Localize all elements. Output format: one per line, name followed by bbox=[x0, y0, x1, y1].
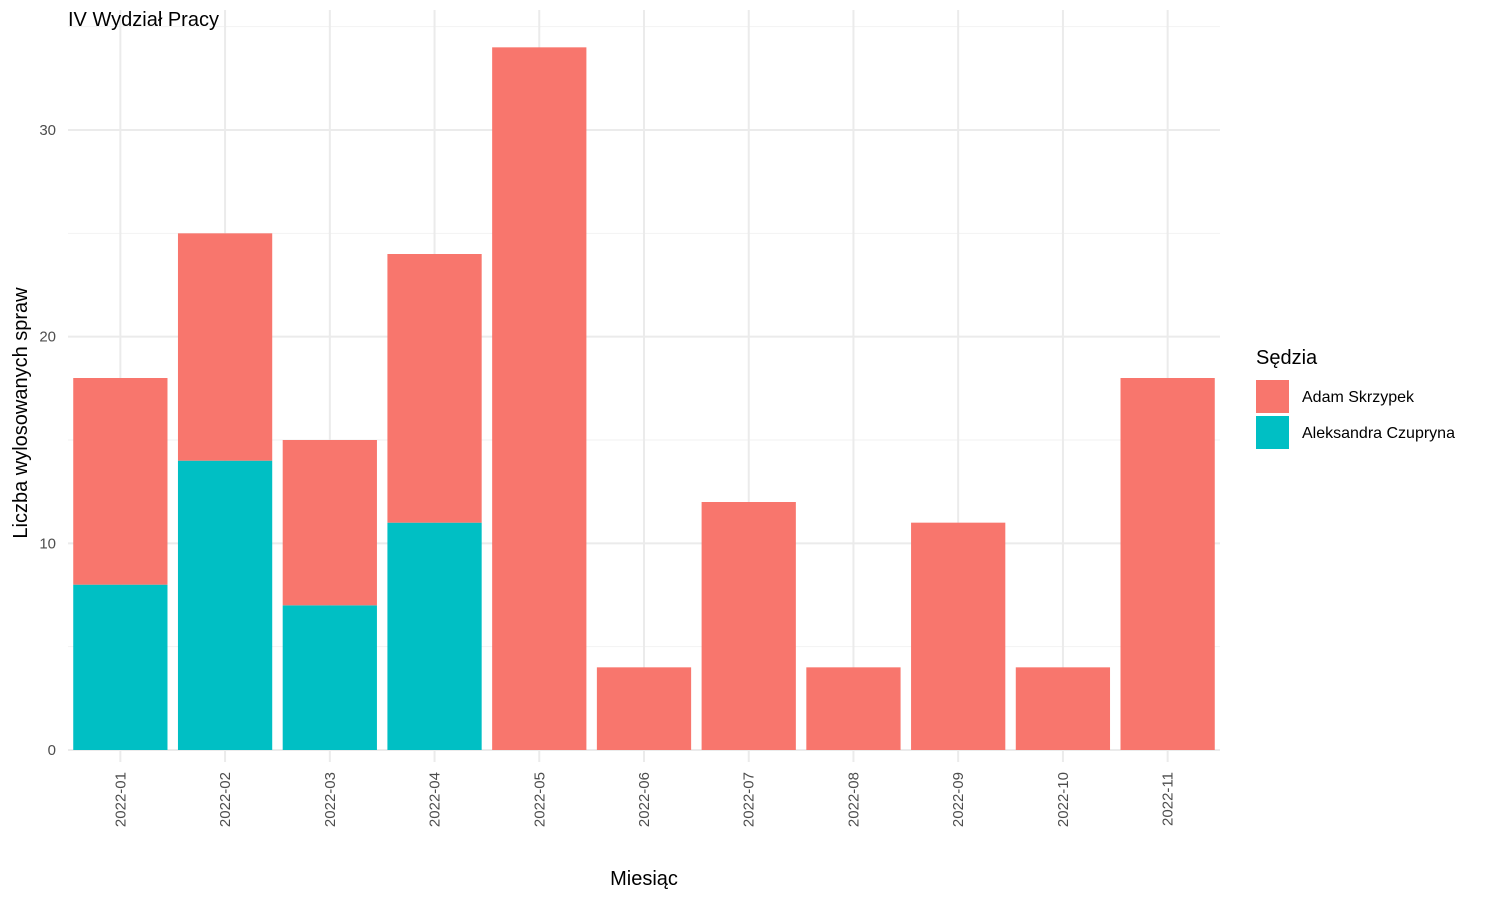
bar-adam-skrzypek-2022-08 bbox=[806, 667, 901, 750]
legend-items: Adam Skrzypek Aleksandra Czupryna bbox=[1256, 380, 1455, 449]
x-tick-label: 2022-05 bbox=[531, 772, 548, 827]
legend-title: Sędzia bbox=[1256, 347, 1318, 369]
x-axis-title: Miesiąc bbox=[610, 868, 678, 890]
x-tick-label: 2022-02 bbox=[217, 772, 234, 827]
bar-adam-skrzypek-2022-04 bbox=[387, 254, 482, 523]
axis-layer: 0 10 20 30 2022-01 2022-02 2022-03 2022-04 2022-… bbox=[39, 122, 1176, 827]
legend-swatch bbox=[1256, 416, 1289, 449]
bar-aleksandra-czupryna-2022-03 bbox=[282, 605, 377, 750]
bar-adam-skrzypek-2022-11 bbox=[1120, 378, 1215, 750]
bar-adam-skrzypek-2022-07 bbox=[701, 502, 796, 750]
bar-aleksandra-czupryna-2022-01 bbox=[73, 584, 168, 750]
bar-aleksandra-czupryna-2022-04 bbox=[387, 522, 482, 750]
x-tick-label: 2022-08 bbox=[845, 772, 862, 827]
x-tick-label: 2022-10 bbox=[1055, 772, 1072, 827]
bars-layer bbox=[73, 47, 1215, 751]
bar-adam-skrzypek-2022-01 bbox=[73, 378, 168, 585]
legend-swatch bbox=[1256, 380, 1289, 413]
bar-adam-skrzypek-2022-06 bbox=[596, 667, 692, 750]
bar-adam-skrzypek-2022-10 bbox=[1015, 667, 1111, 750]
y-tick-label: 10 bbox=[39, 535, 56, 552]
y-tick-label: 20 bbox=[39, 329, 56, 346]
bar-adam-skrzypek-2022-02 bbox=[177, 233, 273, 461]
bar-adam-skrzypek-2022-09 bbox=[911, 522, 1006, 750]
y-axis-title: Liczba wylosowanych spraw bbox=[10, 287, 32, 539]
bar-adam-skrzypek-2022-03 bbox=[282, 440, 377, 606]
legend-label: Aleksandra Czupryna bbox=[1302, 425, 1455, 442]
y-tick-label: 30 bbox=[39, 122, 56, 139]
x-tick-label: 2022-06 bbox=[636, 772, 653, 827]
y-tick-label: 0 bbox=[48, 742, 56, 759]
legend: Sędzia Adam Skrzypek Aleksandra Czupryna bbox=[1256, 347, 1455, 449]
bar-adam-skrzypek-2022-05 bbox=[492, 47, 587, 751]
x-tick-label: 2022-03 bbox=[322, 772, 339, 827]
x-tick-label: 2022-11 bbox=[1160, 772, 1177, 826]
x-tick-label: 2022-01 bbox=[112, 772, 129, 827]
legend-label: Adam Skrzypek bbox=[1302, 389, 1415, 406]
x-tick-label: 2022-07 bbox=[741, 772, 758, 827]
x-tick-label: 2022-09 bbox=[950, 772, 967, 827]
x-tick-label: 2022-04 bbox=[427, 772, 444, 827]
bar-aleksandra-czupryna-2022-02 bbox=[177, 460, 273, 750]
chart-title: IV Wydział Pracy bbox=[68, 9, 219, 31]
